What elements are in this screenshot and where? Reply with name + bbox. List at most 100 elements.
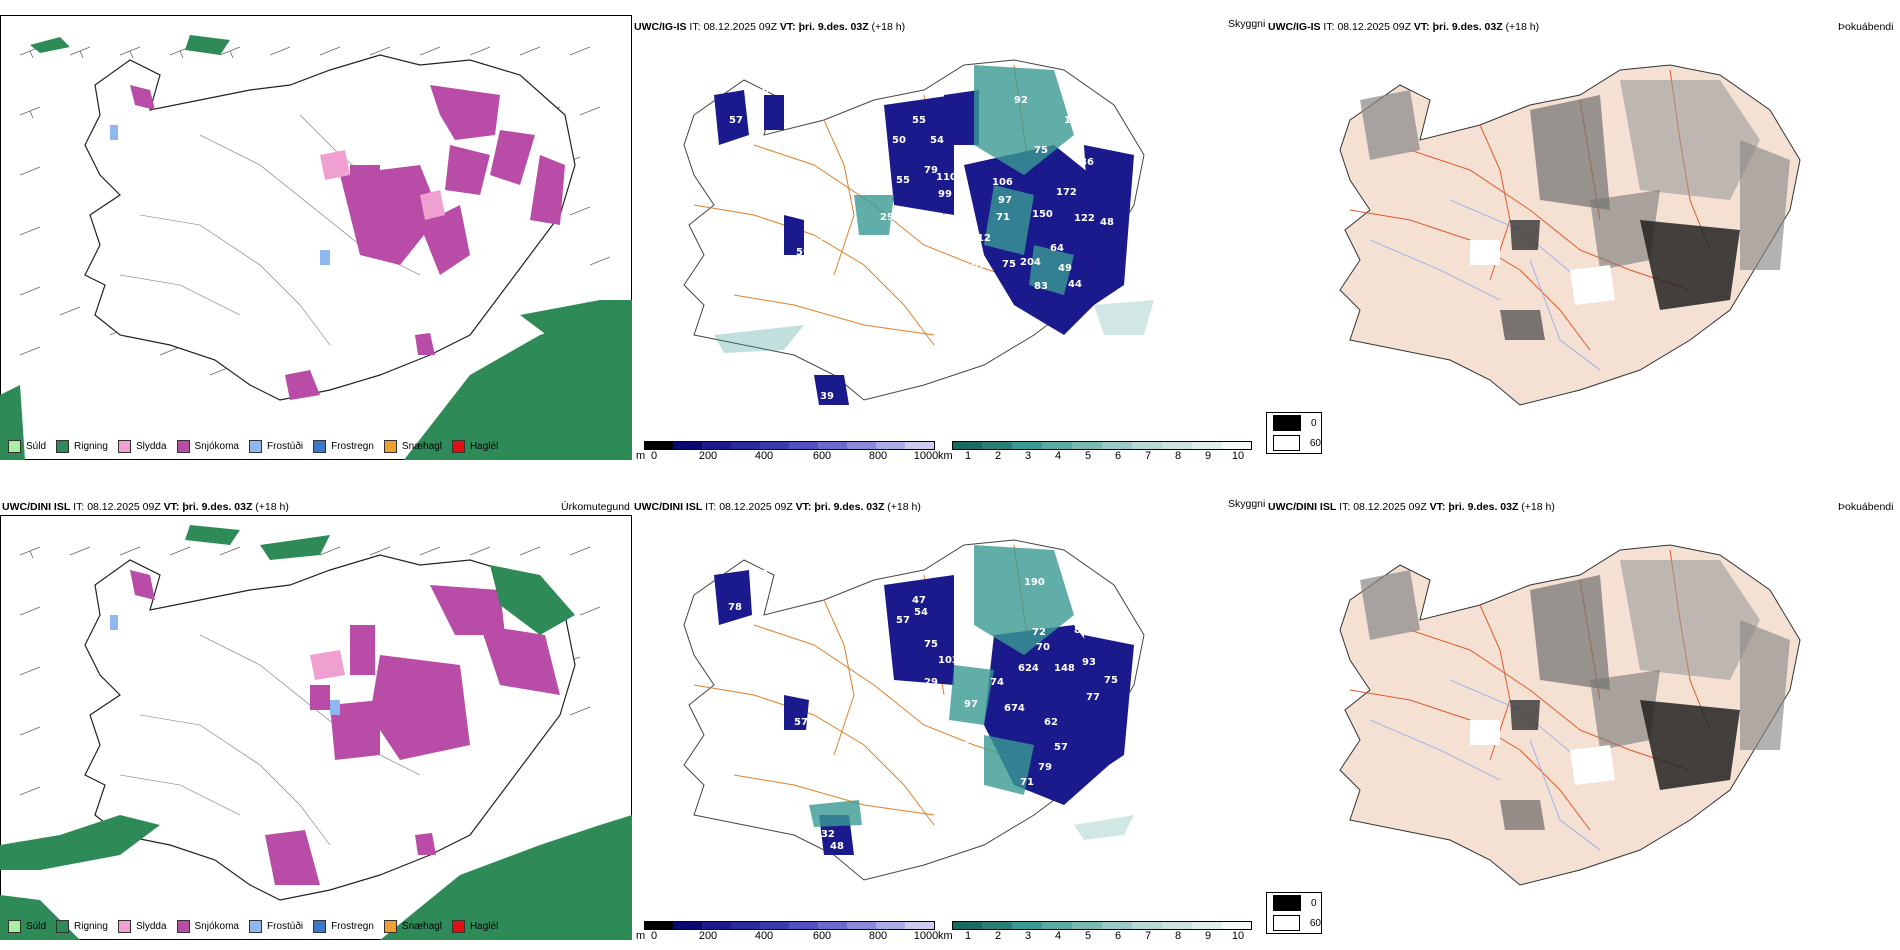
scale-tick: 6 bbox=[1114, 930, 1122, 942]
cloud-value: 54 bbox=[964, 735, 978, 746]
cloud-base-map[interactable]: 57 64 50 55 54 55 79 99 110 296 92 192 9… bbox=[634, 35, 1284, 435]
cloud-value: 64 bbox=[1050, 243, 1064, 254]
cloud-value: 79 bbox=[1038, 762, 1052, 773]
scale-tick: 8 bbox=[1174, 930, 1182, 942]
cloud-value: 70 bbox=[1036, 642, 1050, 653]
legend-item-suld: Súld bbox=[8, 920, 46, 933]
cloud-dark-areas bbox=[714, 570, 1134, 855]
cloud-value: 71 bbox=[1020, 777, 1034, 788]
precip-type-map[interactable] bbox=[0, 15, 632, 460]
cloud-value: 190 bbox=[1024, 577, 1045, 588]
scale-tick: 3 bbox=[1024, 450, 1032, 462]
cloud-value: 172 bbox=[1056, 187, 1077, 198]
scale-tick: 2 bbox=[994, 450, 1002, 462]
cloud-value: 98 bbox=[934, 712, 948, 723]
cloud-value: 204 bbox=[1020, 257, 1041, 268]
scale-tick: 0 bbox=[650, 930, 658, 942]
scale-tick: 5 bbox=[1084, 450, 1092, 462]
cloud-value: 112 bbox=[970, 233, 991, 244]
scale-tick: 1000 bbox=[913, 930, 939, 942]
cloud-base-map[interactable]: 59 78 57 54 75 103 60 190 72 70 88 142 7… bbox=[634, 515, 1284, 915]
iceland-outline bbox=[84, 54, 576, 401]
freezing-drizzle-areas bbox=[110, 615, 340, 715]
cloud-value: 50 bbox=[892, 135, 906, 146]
fog-panel-title: UWC/DINI ISL IT: 08.12.2025 09Z VT: þri.… bbox=[1268, 501, 1555, 513]
legend-item-frostudi: Frostúði bbox=[248, 440, 303, 453]
cloud-value: 101 bbox=[964, 262, 985, 273]
wind-barbs bbox=[19, 46, 611, 376]
cloud-value: 57 bbox=[794, 717, 808, 728]
fog-legend-item: 60 bbox=[1267, 433, 1321, 453]
legend-item-rigning: Rigning bbox=[56, 440, 108, 453]
scale-tick: 5 bbox=[1084, 930, 1092, 942]
cloud-value: 60 bbox=[954, 577, 968, 588]
cloud-value: 47 bbox=[912, 595, 926, 606]
scale-tick: 200 bbox=[698, 450, 718, 462]
cloud-value: 49 bbox=[1058, 263, 1072, 274]
legend-item-rigning: Rigning bbox=[56, 920, 108, 933]
cloud-value: 132 bbox=[814, 829, 835, 840]
cloud-value: 116 bbox=[818, 357, 839, 368]
cloud-value: 192 bbox=[1064, 115, 1085, 126]
cloud-value: 0 bbox=[809, 367, 816, 378]
cloud-value: 54 bbox=[930, 135, 944, 146]
scale-tick: 4 bbox=[1054, 450, 1062, 462]
cloud-value: 59 bbox=[796, 247, 810, 258]
fog-indicator-map[interactable] bbox=[1300, 40, 1860, 420]
iceland-outline bbox=[84, 554, 576, 901]
legend-item-snjokoma: Snjókoma bbox=[176, 440, 239, 453]
cloud-value: 75 bbox=[1034, 145, 1048, 156]
rain-areas bbox=[0, 525, 632, 940]
scale-tick: 2 bbox=[994, 930, 1002, 942]
cloud-value: 97 bbox=[998, 195, 1012, 206]
cloud-value: 29 bbox=[924, 677, 938, 688]
cloud-panel-label: Skyggni bbox=[1228, 498, 1266, 510]
scale-tick: 10 bbox=[1231, 450, 1245, 462]
fog-legend-item: 0 bbox=[1267, 893, 1321, 913]
legend-item-frostudi: Frostúði bbox=[248, 920, 303, 933]
cloud-value: 93 bbox=[1082, 657, 1096, 668]
cloud-panel-title: UWC/DINI ISL IT: 08.12.2025 09Z VT: þri.… bbox=[634, 501, 921, 513]
legend-item-frostregn: Frostregn bbox=[313, 920, 374, 933]
fog-gray-areas bbox=[1360, 80, 1790, 340]
cloud-value: 72 bbox=[1032, 627, 1046, 638]
legend-item-haglel: Haglél bbox=[451, 440, 498, 453]
cloud-value: 97 bbox=[964, 699, 978, 710]
cloud-value: 71 bbox=[996, 212, 1010, 223]
precip-legend: Súld Rigning Slydda Snjókoma Frostúði Fr… bbox=[8, 920, 508, 933]
scale-tick: 8 bbox=[1174, 450, 1182, 462]
cloud-value: 59 bbox=[754, 569, 768, 580]
cloud-value: 64 bbox=[762, 85, 776, 96]
cloud-value: 48 bbox=[1100, 217, 1114, 228]
cloud-teal-areas bbox=[714, 65, 1154, 353]
cloud-panel-title: UWC/IG-IS IT: 08.12.2025 09Z VT: þri. 9.… bbox=[634, 21, 906, 33]
legend-item-snaehagl: Snæhagl bbox=[383, 440, 442, 453]
legend-item-snjokoma: Snjókoma bbox=[176, 920, 239, 933]
cloud-teal-areas bbox=[809, 545, 1134, 840]
freezing-drizzle-areas bbox=[110, 125, 330, 265]
cloud-value: 78 bbox=[728, 602, 742, 613]
legend-item-slydda: Slydda bbox=[117, 920, 167, 933]
cloud-scale-m-bar bbox=[644, 441, 935, 450]
fog-gray-areas bbox=[1360, 560, 1790, 830]
cloud-value: 102 bbox=[976, 797, 997, 808]
cloud-value: 83 bbox=[1034, 281, 1048, 292]
cloud-value: 88 bbox=[1074, 625, 1088, 636]
precip-panel-label: Úrkomutegund bbox=[561, 501, 630, 513]
precip-type-map[interactable] bbox=[0, 515, 632, 940]
scale-tick: 3 bbox=[1024, 930, 1032, 942]
scale-tick: 400 bbox=[754, 450, 774, 462]
fog-panel-label: Þokuábendi bbox=[1838, 21, 1894, 33]
fog-indicator-map[interactable] bbox=[1300, 520, 1860, 900]
snow-areas bbox=[130, 570, 560, 885]
fog-legend-item: 60 bbox=[1267, 913, 1321, 933]
cloud-value: 148 bbox=[1054, 663, 1075, 674]
scale-tick: 400 bbox=[754, 930, 774, 942]
row-2: UWC/DINI ISL IT: 08.12.2025 09Z VT: þri.… bbox=[0, 480, 1900, 950]
scale-tick: 10 bbox=[1231, 930, 1245, 942]
scale-tick: 7 bbox=[1144, 930, 1152, 942]
cloud-value: 136 bbox=[982, 309, 1003, 320]
scale-tick: 0 bbox=[650, 450, 658, 462]
scale-tick: 6 bbox=[1114, 450, 1122, 462]
cloud-value: 122 bbox=[1074, 213, 1095, 224]
